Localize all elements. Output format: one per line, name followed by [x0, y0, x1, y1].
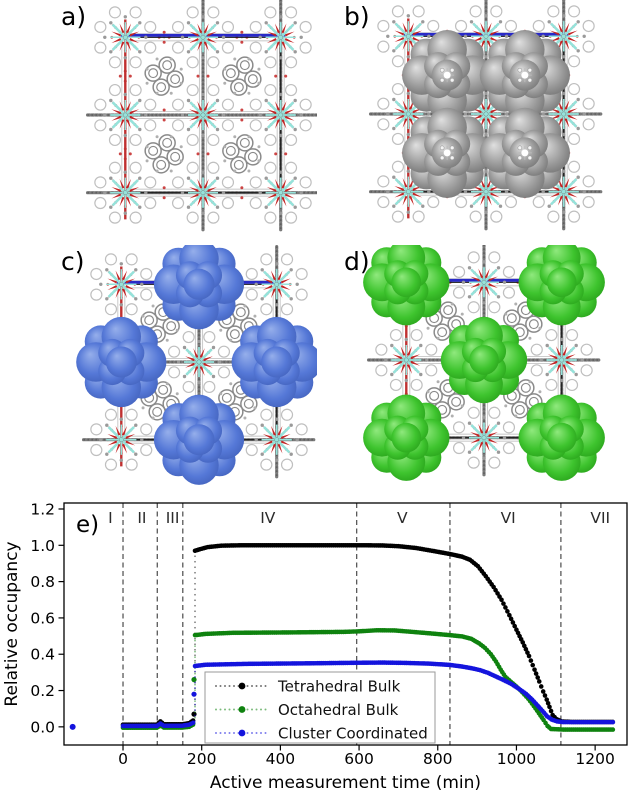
y-tick-label: 1.2	[30, 500, 55, 518]
legend-label: Cluster Coordinated	[278, 725, 428, 743]
panel-c-label: c)	[61, 247, 85, 276]
y-tick-label: 1.0	[30, 537, 55, 555]
panel-d-label: d)	[344, 247, 370, 276]
y-tick-label: 0.2	[30, 682, 55, 700]
x-tick-label: 1000	[497, 750, 536, 768]
region-label-I: I	[108, 509, 113, 527]
region-label-V: V	[397, 509, 408, 527]
panel-a-structure-image	[85, 0, 317, 233]
region-label-III: III	[166, 509, 180, 527]
legend: Tetrahedral Bulk Octahedral Bulk Cluster C…	[204, 671, 436, 744]
region-label-II: II	[137, 509, 146, 527]
panel-row-middle: c) d)	[0, 245, 634, 490]
panel-e-label: e)	[76, 512, 99, 538]
legend-label: Tetrahedral Bulk	[277, 678, 401, 696]
x-tick-label: 800	[423, 750, 453, 768]
x-axis-label: Active measurement time (min)	[210, 773, 481, 793]
panel-d-structure-image	[363, 245, 605, 481]
panel-b-structure-image	[368, 0, 604, 232]
legend-label: Octahedral Bulk	[278, 701, 399, 719]
panel-b-label: b)	[344, 2, 370, 31]
panel-c: c)	[0, 245, 317, 490]
x-tick-label: 400	[266, 750, 296, 768]
y-tick-label: 0.4	[30, 646, 55, 664]
x-tick-label: 600	[344, 750, 374, 768]
occupancy-time-plot: 0 200 400 600 800 1000 1200 0.0 0.2 0.4 0.6 0.8 1.0 1…	[0, 490, 634, 801]
x-tick-label: 0	[118, 750, 128, 768]
region-label-IV: IV	[260, 509, 276, 527]
panel-a-label: a)	[61, 2, 87, 31]
x-tick-label: 1200	[575, 750, 614, 768]
y-tick-label: 0.8	[30, 573, 55, 591]
panel-row-top: a) b)	[0, 0, 634, 245]
series-cluster-coordinated	[69, 660, 616, 730]
x-tick-label: 200	[187, 750, 217, 768]
panel-e-chart: 0 200 400 600 800 1000 1200 0.0 0.2 0.4 0.6 0.8 1.0 1…	[0, 490, 634, 801]
y-axis-label: Relative occupancy	[2, 541, 22, 706]
region-label-VI: VI	[501, 509, 516, 527]
region-label-VII: VII	[590, 509, 610, 527]
y-tick-label: 0.6	[30, 609, 55, 627]
panel-b: b)	[317, 0, 634, 245]
panel-d: d)	[317, 245, 634, 490]
series-tetrahedral-bulk	[120, 543, 616, 727]
panel-a: a)	[0, 0, 317, 245]
panel-c-structure-image	[76, 245, 317, 485]
y-tick-label: 0.0	[30, 718, 55, 736]
plot-frame	[63, 502, 628, 746]
